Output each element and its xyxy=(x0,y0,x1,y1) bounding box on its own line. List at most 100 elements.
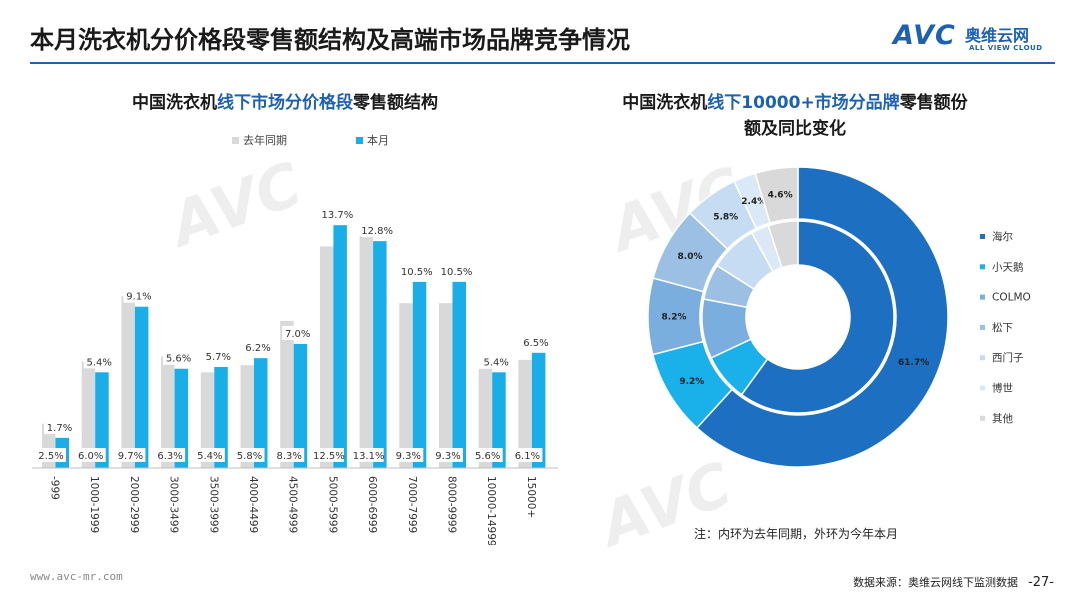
bar-current xyxy=(254,358,268,468)
x-tick-label: 6000-6999 xyxy=(366,476,378,533)
inner-ring-segment xyxy=(767,220,799,269)
bar-group: 5.6% 5.4% 10000-14999 xyxy=(472,354,513,545)
bar-current xyxy=(134,306,149,468)
label-box-current xyxy=(44,419,76,434)
x-tick-label: 10000-14999 xyxy=(485,476,497,545)
bar-chart: 去年同期 本月2.5%1.7%-9996.0%5.4%1000-19999.7%9… xyxy=(32,133,558,545)
x-tick-label: 4500-4999 xyxy=(287,476,299,533)
legend-label: 松下 xyxy=(992,321,1013,334)
x-tick-label: 5000-5999 xyxy=(326,476,338,533)
donut-chart-title-hl: 线下10000+市场分品牌 xyxy=(707,93,900,113)
segment-label: 8.2% xyxy=(662,312,687,322)
legend-item: COLMO xyxy=(980,292,1031,304)
bar-chart-title-hl: 线下市场分价格段 xyxy=(217,93,353,113)
data-label-current: 5.6% xyxy=(166,354,191,365)
legend-label-last-year: 去年同期 xyxy=(243,133,287,147)
donut-chart-title-pre: 中国洗衣机 xyxy=(622,93,708,113)
data-label-last-year: 5.4% xyxy=(197,451,222,462)
logo-text: AVC xyxy=(893,20,956,51)
inner-ring-segment xyxy=(740,220,895,414)
label-box-current xyxy=(282,325,315,340)
bar-chart-title: 中国洗衣机线下市场分价格段零售额结构 xyxy=(30,90,540,116)
legend-label: 西门子 xyxy=(992,351,1024,364)
label-box-current xyxy=(202,348,235,363)
label-box-last-year xyxy=(194,448,225,462)
bar-last-year xyxy=(518,359,532,468)
label-box-last-year xyxy=(433,448,463,462)
data-label-last-year: 9.7% xyxy=(118,451,143,462)
data-label-last-year: 8.3% xyxy=(276,451,301,462)
legend-item: 海尔 xyxy=(980,230,1013,243)
data-label-last-year: 2.5% xyxy=(38,451,63,462)
segment-label: 9.2% xyxy=(679,377,704,387)
bar-last-year xyxy=(161,356,175,468)
legend-swatch xyxy=(980,324,985,330)
data-label-current: 6.5% xyxy=(523,338,548,349)
legend-item: 松下 xyxy=(980,321,1013,334)
data-label-last-year: 13.1% xyxy=(353,451,385,462)
x-tick-label: 7000-7999 xyxy=(406,476,418,533)
segment-label: 8.0% xyxy=(678,252,703,262)
label-box-current xyxy=(401,263,434,278)
legend-swatch xyxy=(980,355,985,361)
x-tick-label: -999 xyxy=(49,476,61,500)
bar-group: 6.0% 5.4% 1000-1999 xyxy=(75,354,116,533)
legend-label: COLMO xyxy=(992,292,1031,304)
legend-swatch xyxy=(980,294,985,300)
segment-label: 4.6% xyxy=(768,190,793,200)
x-tick-label: 8000-9999 xyxy=(446,476,458,533)
legend-swatch xyxy=(980,385,985,391)
data-label-last-year: 9.3% xyxy=(396,451,421,462)
label-box-current xyxy=(163,350,196,365)
data-label-last-year: 6.0% xyxy=(78,451,103,462)
bar-group: 9.3% 10.5% 8000-9999 xyxy=(433,263,473,533)
data-label-current: 10.5% xyxy=(401,267,433,278)
bar-current xyxy=(373,241,387,468)
logo-en-text: ALL VIEW CLOUD xyxy=(969,44,1043,52)
segment-label: 5.8% xyxy=(713,212,738,222)
donut-chart-title-post: 零售额份 xyxy=(899,93,968,113)
bar-group: 13.1% 12.8% 6000-6999 xyxy=(353,223,394,533)
bar-current xyxy=(333,225,347,468)
bar-group: 9.7% 9.1% 2000-2999 xyxy=(115,288,156,533)
bar-last-year xyxy=(81,361,96,468)
bar-group: 5.8% 6.2% 4000-4499 xyxy=(234,340,275,533)
donut-note: 注：内环为去年同期，外环为今年本月 xyxy=(694,527,899,541)
legend-label: 博世 xyxy=(992,382,1013,395)
segment-label: 61.7% xyxy=(898,358,929,368)
page-number: -27- xyxy=(1028,575,1054,590)
bar-last-year xyxy=(478,368,493,468)
bar-chart-title-pre: 中国洗衣机 xyxy=(132,93,217,113)
bar-last-year xyxy=(280,320,294,468)
data-label-current: 5.4% xyxy=(86,357,111,368)
data-label-last-year: 9.3% xyxy=(435,451,460,462)
legend-swatch xyxy=(980,264,985,270)
label-box-last-year xyxy=(274,448,305,462)
label-box-current xyxy=(321,207,354,222)
donut-chart-title-line2: 额及同比变化 xyxy=(744,119,846,139)
legend-label: 其他 xyxy=(992,412,1013,425)
bar-current xyxy=(95,372,109,468)
legend-item: 博世 xyxy=(980,382,1013,395)
bar-group: 6.1% 6.5% 15000+ xyxy=(512,334,553,518)
outer-ring-segment xyxy=(695,166,949,468)
bar-current xyxy=(452,281,466,468)
data-label-current: 5.7% xyxy=(206,352,231,363)
page-title: 本月洗衣机分价格段零售额结构及高端市场品牌竞争情况 xyxy=(30,26,630,54)
donut-chart-title: 中国洗衣机线下10000+市场分品牌零售额份 额及同比变化 xyxy=(585,90,1005,142)
label-box-last-year xyxy=(512,448,543,462)
x-tick-label: 2000-2999 xyxy=(128,476,140,533)
legend-swatch-current xyxy=(356,137,363,144)
bar-legend: 去年同期 本月 xyxy=(232,133,389,147)
data-label-last-year: 12.5% xyxy=(313,451,345,462)
bar-last-year xyxy=(439,303,453,468)
label-box-last-year xyxy=(36,448,66,462)
avc-logo: AVC 奥维云网 ALL VIEW CLOUD xyxy=(893,18,1055,58)
data-label-current: 7.0% xyxy=(285,329,310,340)
bar-current xyxy=(531,352,546,468)
bar-current xyxy=(174,368,189,468)
data-label-current: 6.2% xyxy=(245,343,270,354)
x-tick-label: 4000-4499 xyxy=(247,476,259,533)
label-box-last-year xyxy=(353,448,384,462)
